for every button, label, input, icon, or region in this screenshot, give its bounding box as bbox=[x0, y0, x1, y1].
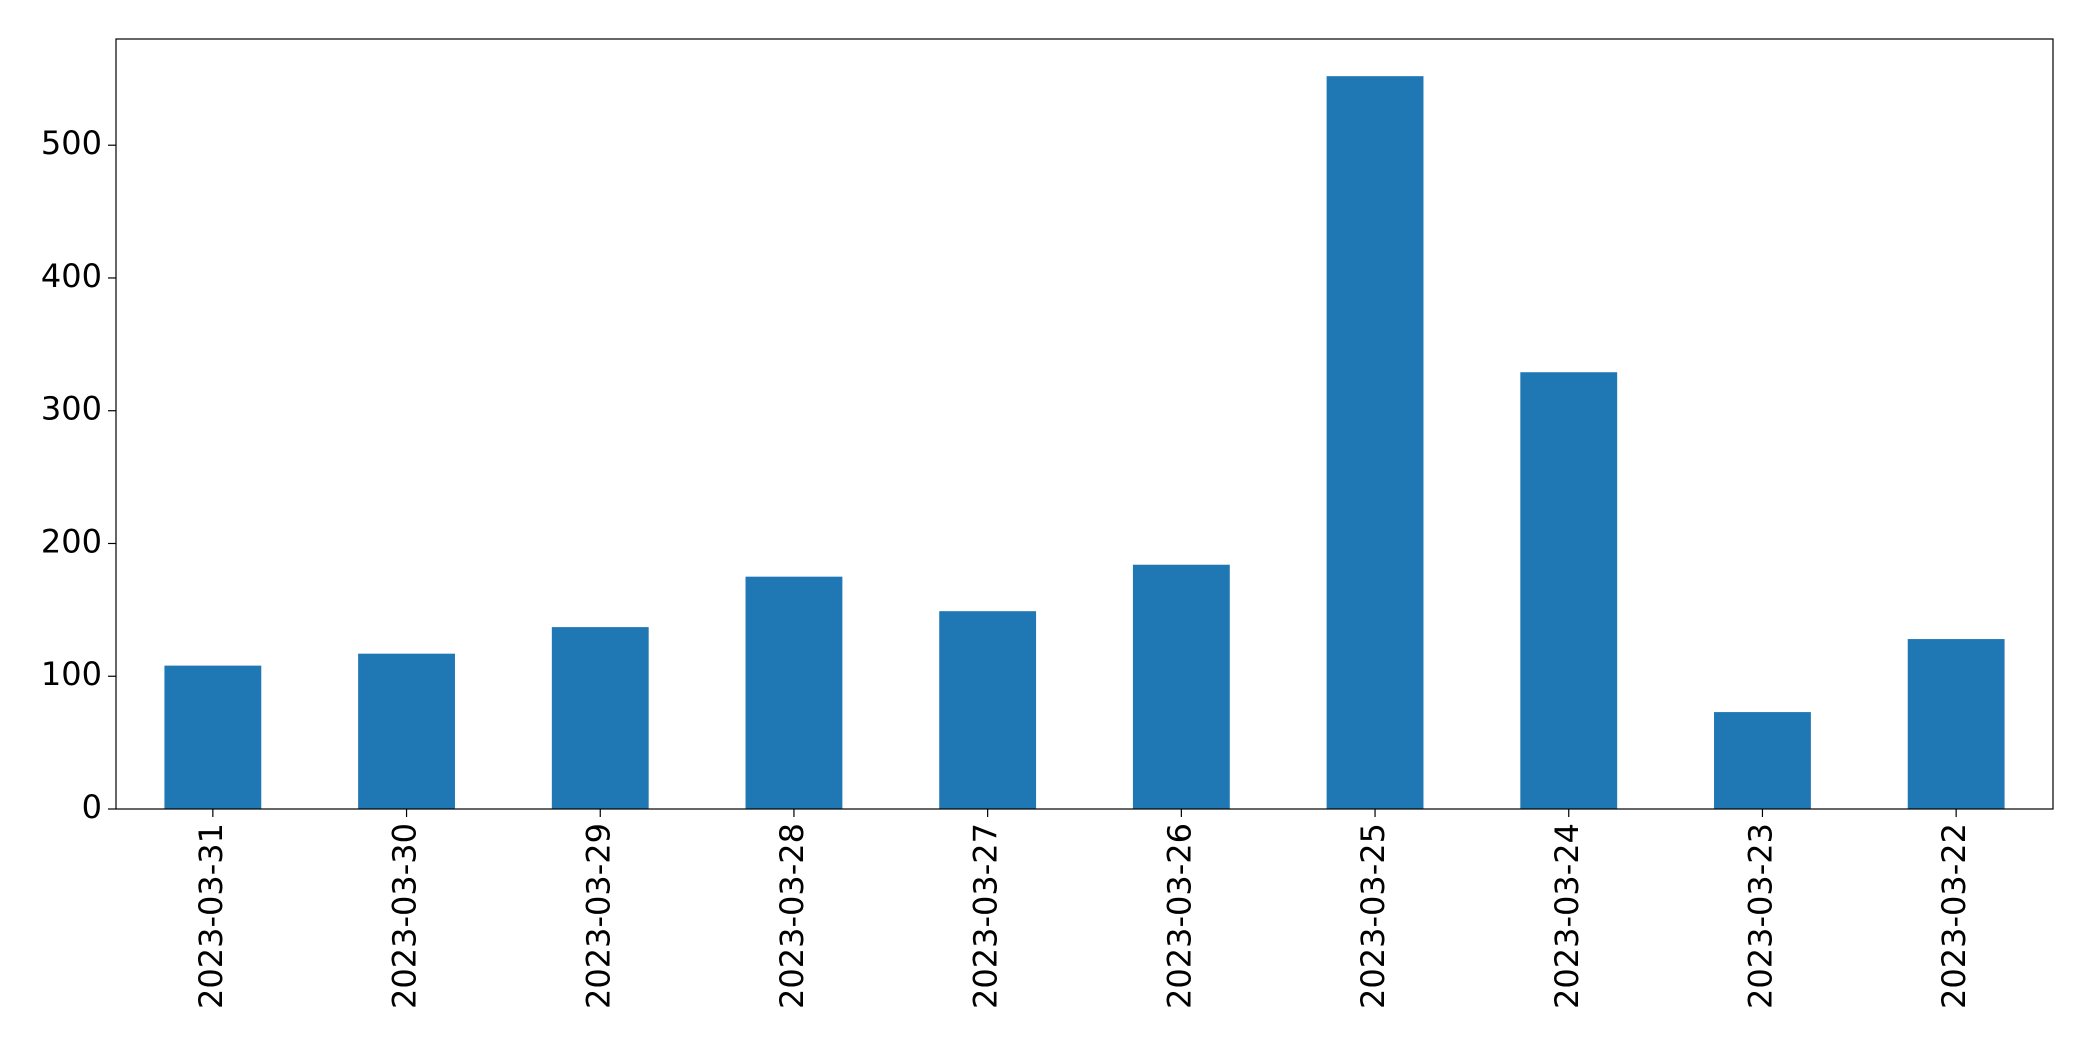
bar bbox=[1520, 372, 1618, 809]
bar bbox=[939, 611, 1037, 809]
bar bbox=[745, 576, 843, 809]
y-tick-label: 100 bbox=[41, 655, 102, 693]
bar bbox=[358, 653, 455, 809]
x-tick-label: 2023-03-22 bbox=[1935, 823, 1973, 1009]
x-tick-label: 2023-03-27 bbox=[967, 823, 1005, 1009]
x-tick-label: 2023-03-31 bbox=[192, 823, 230, 1009]
x-tick-label: 2023-03-26 bbox=[1160, 823, 1198, 1009]
x-tick-label: 2023-03-29 bbox=[579, 823, 617, 1009]
y-tick-label: 500 bbox=[41, 124, 102, 162]
x-tick-label: 2023-03-28 bbox=[773, 823, 811, 1009]
x-tick-label: 2023-03-23 bbox=[1741, 823, 1779, 1009]
x-tick-label: 2023-03-25 bbox=[1354, 823, 1392, 1009]
bar bbox=[551, 627, 649, 809]
bar bbox=[1326, 76, 1424, 809]
x-tick-label: 2023-03-30 bbox=[386, 823, 424, 1009]
y-tick-label: 200 bbox=[41, 522, 102, 560]
bar bbox=[164, 665, 262, 809]
y-tick-label: 400 bbox=[41, 257, 102, 295]
plot-frame bbox=[115, 38, 2054, 810]
y-tick-label: 0 bbox=[82, 788, 102, 826]
y-tick-label: 300 bbox=[41, 390, 102, 428]
x-tick-label: 2023-03-24 bbox=[1548, 823, 1586, 1009]
bar bbox=[1907, 639, 2005, 809]
bar bbox=[1714, 712, 1811, 809]
bar bbox=[1132, 564, 1230, 809]
